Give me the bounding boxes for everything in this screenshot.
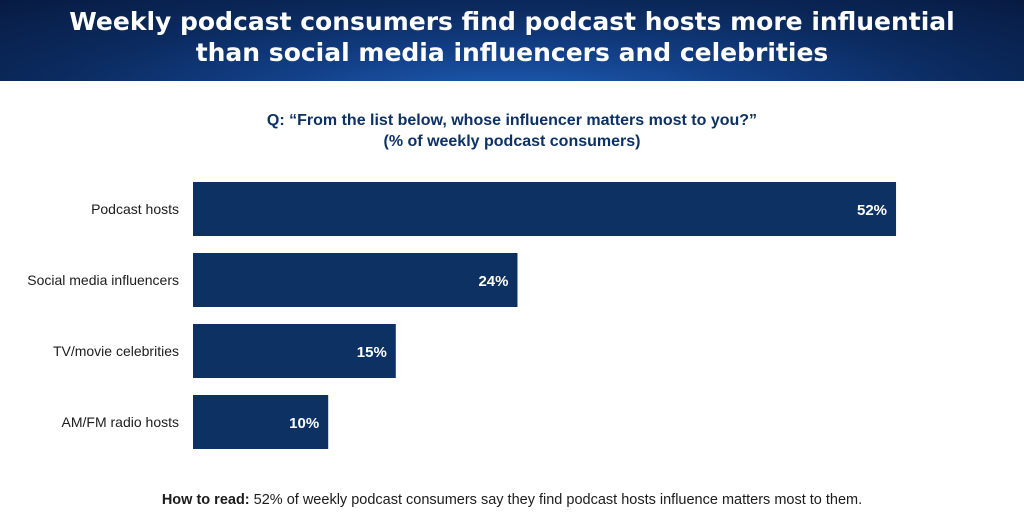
value-label-3: 10% bbox=[289, 415, 319, 432]
bar-1 bbox=[193, 253, 518, 307]
category-label-2: TV/movie celebrities bbox=[53, 343, 179, 359]
bar-0 bbox=[193, 182, 897, 236]
category-label-1: Social media influencers bbox=[27, 272, 179, 288]
category-label-0: Podcast hosts bbox=[91, 201, 179, 217]
category-label-3: AM/FM radio hosts bbox=[62, 414, 179, 430]
survey-question: Q: “From the list below, whose influence… bbox=[266, 112, 758, 150]
bar-3 bbox=[193, 395, 329, 449]
bar-2 bbox=[193, 324, 396, 378]
bar-chart: Podcast hosts 52% Social media influencers… bbox=[27, 182, 897, 449]
title-banner: Weekly podcast consumers find podcast ho… bbox=[0, 0, 1024, 81]
page-title: Weekly podcast consumers find podcast ho… bbox=[69, 7, 955, 67]
how-to-read-note: How to read: 52% of weekly podcast consu… bbox=[0, 491, 1024, 509]
value-label-0: 52% bbox=[857, 202, 887, 219]
how-to-read-label: How to read: bbox=[161, 492, 250, 508]
how-to-read-text: 52% of weekly podcast consumers say they… bbox=[249, 492, 863, 508]
value-label-2: 15% bbox=[357, 344, 387, 361]
value-label-1: 24% bbox=[478, 273, 508, 290]
